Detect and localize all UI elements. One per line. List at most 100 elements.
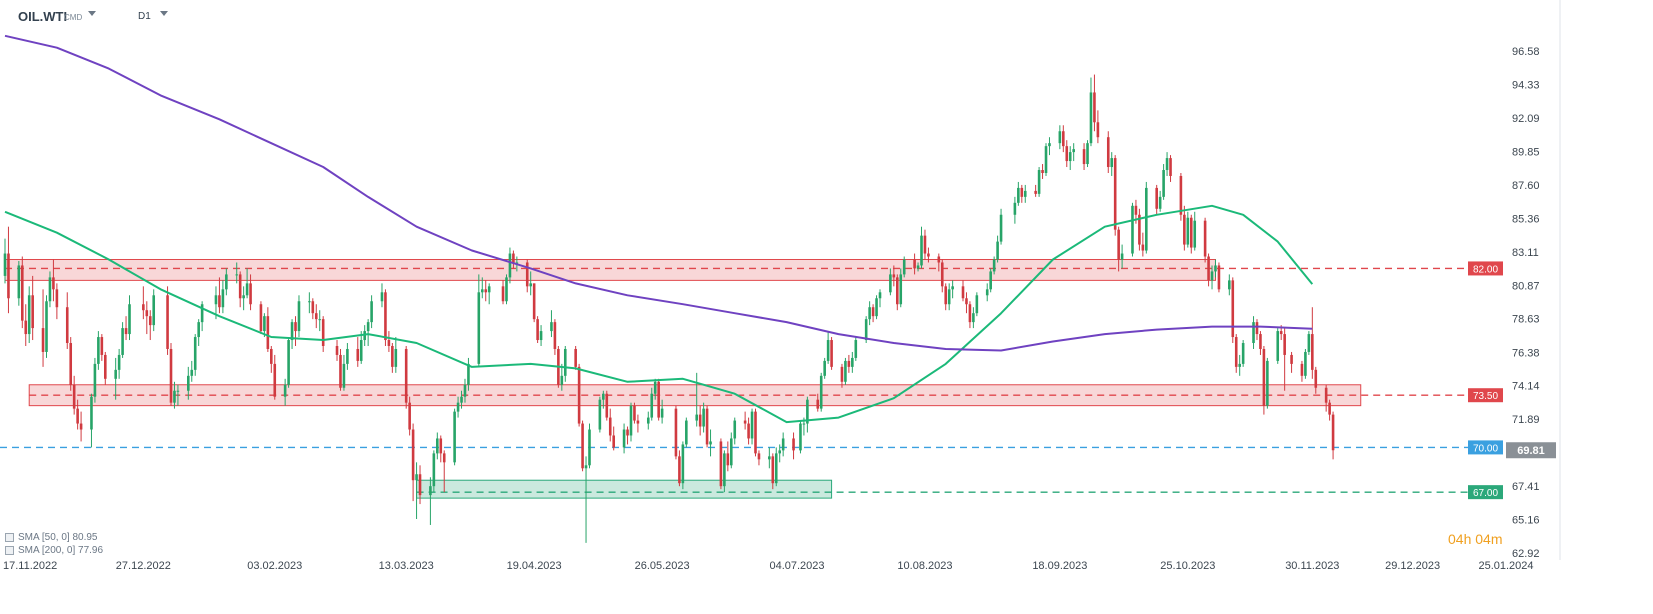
legend-item-sma50[interactable]: SMA [50, 0] 80.95 bbox=[5, 531, 103, 544]
candle-body bbox=[560, 375, 564, 385]
candle-body bbox=[487, 286, 491, 293]
candle-body bbox=[698, 414, 702, 427]
last-price-text: 69.81 bbox=[1517, 445, 1545, 457]
candle-body bbox=[45, 301, 48, 352]
candle-body bbox=[529, 283, 532, 287]
timeframe-selector[interactable]: D1 bbox=[138, 11, 151, 22]
candle-body bbox=[1262, 348, 1266, 406]
candle-body bbox=[17, 265, 21, 299]
candle-body bbox=[1044, 146, 1048, 173]
symbol-dropdown-icon[interactable] bbox=[88, 11, 96, 16]
candle-body bbox=[404, 348, 408, 403]
candle-body bbox=[97, 337, 100, 364]
candle-body bbox=[501, 286, 505, 302]
candle-body bbox=[608, 417, 612, 436]
candle-body bbox=[142, 304, 145, 311]
y-tick-label: 92.09 bbox=[1512, 113, 1540, 125]
candle-body bbox=[574, 348, 577, 367]
candle-body bbox=[439, 438, 443, 454]
level-tag-text: 67.00 bbox=[1473, 488, 1498, 499]
countdown-minutes: 04 bbox=[1475, 531, 1491, 547]
indicator-settings-icon[interactable] bbox=[5, 546, 14, 555]
candle-body bbox=[1300, 363, 1304, 376]
candle-body bbox=[3, 253, 7, 276]
candle-body bbox=[1158, 196, 1162, 209]
candle-body bbox=[1252, 322, 1255, 344]
candle-body bbox=[844, 360, 847, 382]
indicator-settings-icon[interactable] bbox=[5, 533, 14, 542]
candle-body bbox=[1324, 387, 1328, 403]
candle-body bbox=[550, 322, 553, 332]
candle-body bbox=[1065, 146, 1069, 162]
candle-body bbox=[321, 319, 325, 346]
candle-body bbox=[750, 411, 754, 439]
candle-body bbox=[287, 340, 290, 385]
countdown-hours-unit: h bbox=[1463, 531, 1472, 547]
candle-body bbox=[93, 363, 97, 397]
x-tick-label: 17.11.2022 bbox=[3, 560, 57, 572]
candle-body bbox=[314, 313, 318, 320]
candle-body bbox=[705, 408, 709, 445]
candle-body bbox=[225, 274, 228, 290]
candle-body bbox=[972, 313, 975, 323]
last-price-tag bbox=[1506, 442, 1556, 459]
candle-body bbox=[190, 369, 194, 376]
candle-body bbox=[1169, 158, 1172, 176]
candle-body bbox=[270, 348, 273, 364]
candle-body bbox=[1155, 187, 1158, 209]
candle-body bbox=[771, 456, 775, 484]
candle-body bbox=[456, 402, 460, 412]
candle-body bbox=[1183, 214, 1186, 245]
candle-body bbox=[1110, 158, 1114, 168]
candle-body bbox=[166, 295, 169, 349]
candle-body bbox=[940, 262, 944, 287]
level-tag-82.00 bbox=[1468, 261, 1503, 276]
legend-item-sma200[interactable]: SMA [200, 0] 77.96 bbox=[5, 544, 103, 557]
candle-body bbox=[1082, 149, 1086, 165]
candle-body bbox=[1117, 229, 1120, 260]
candle-body bbox=[602, 393, 605, 400]
candle-body bbox=[961, 286, 965, 299]
candle-body bbox=[384, 292, 387, 341]
candle-body bbox=[1037, 170, 1041, 194]
candle-body bbox=[826, 340, 830, 361]
candle-body bbox=[294, 322, 297, 332]
candle-body bbox=[418, 474, 422, 496]
candle-body bbox=[605, 393, 609, 418]
y-tick-label: 85.36 bbox=[1512, 213, 1540, 225]
y-tick-label: 74.14 bbox=[1512, 381, 1540, 393]
candle-body bbox=[55, 289, 59, 308]
candle-body bbox=[695, 414, 699, 421]
candle-body bbox=[847, 360, 851, 367]
timeframe-dropdown-icon[interactable] bbox=[160, 11, 168, 16]
candle-body bbox=[723, 453, 726, 487]
candle-body bbox=[27, 295, 31, 335]
candle-body bbox=[636, 420, 640, 424]
legend-label: SMA [50, 0] 80.95 bbox=[18, 532, 98, 543]
candle-body bbox=[851, 357, 854, 367]
candle-body bbox=[581, 423, 584, 469]
candle-body bbox=[577, 366, 581, 424]
candle-body bbox=[743, 420, 747, 424]
level-tag-73.50 bbox=[1468, 388, 1503, 403]
countdown-hours: 04 bbox=[1448, 531, 1464, 547]
candle-body bbox=[339, 354, 342, 388]
candle-body bbox=[173, 390, 176, 403]
candle-body bbox=[311, 301, 315, 314]
candle-body bbox=[1093, 92, 1096, 123]
candle-body bbox=[899, 274, 903, 305]
candle-body bbox=[633, 405, 636, 421]
candle-body bbox=[1141, 244, 1145, 251]
symbol-name[interactable]: OIL.WTI bbox=[18, 9, 68, 24]
candle-body bbox=[681, 444, 685, 484]
candle-body bbox=[937, 256, 941, 263]
chart-header: OIL.WTI CMD D1 bbox=[0, 0, 1560, 30]
candle-body bbox=[1231, 280, 1235, 338]
candle-body bbox=[1068, 152, 1072, 162]
candle-body bbox=[1041, 170, 1044, 173]
candle-body bbox=[411, 429, 415, 481]
candle-body bbox=[90, 396, 93, 430]
candle-body bbox=[626, 429, 629, 436]
candle-body bbox=[920, 235, 923, 266]
